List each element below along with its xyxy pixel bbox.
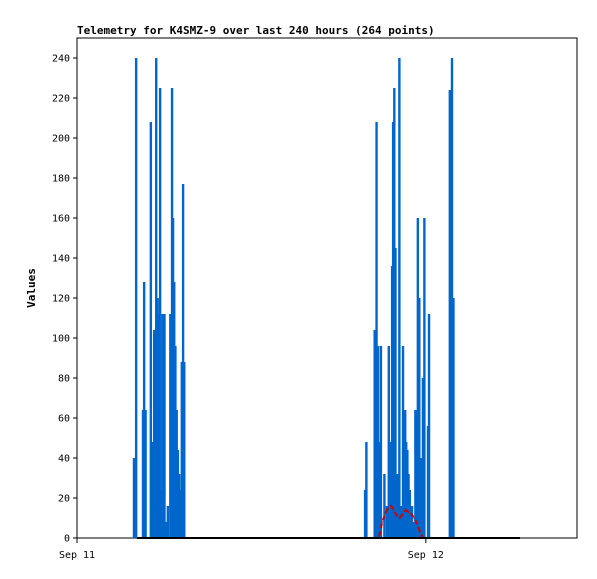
y-tick-label: 60 [58,414,70,425]
line-series [378,504,424,539]
bar [418,298,421,538]
bar [152,330,156,538]
x-axis: Sep 11 Sep 12 [59,538,444,561]
y-tick-label: 200 [52,134,70,145]
line-point [381,521,384,523]
y-tick-label: 0 [64,534,70,545]
line-point [416,523,418,525]
line-point [395,515,398,517]
bar [415,410,418,538]
bar [179,490,182,538]
y-tick-label: 180 [52,174,70,185]
bar [166,506,170,538]
y-tick-label: 40 [58,454,70,465]
bar [400,506,403,538]
y-tick-label: 100 [52,334,70,345]
line-point [419,531,421,533]
line-point [398,517,401,519]
line-point [378,535,381,537]
line-point [404,509,407,511]
y-axis-title: Values [25,268,38,308]
bar [378,442,381,538]
bar [398,58,401,538]
y-tick-label: 140 [52,254,70,265]
bar [174,346,177,538]
bar [365,442,368,538]
bar [183,362,186,538]
bar [408,490,412,538]
bar [427,314,431,538]
bar [176,450,180,538]
bar [132,458,136,538]
bar [394,248,397,538]
bar [155,58,158,538]
y-axis: 0 20 40 60 80 100 120 140 160 180 200 220 240 [52,54,77,545]
dashed-line [378,504,424,539]
bar [452,298,455,538]
bar [379,346,383,538]
bar [158,88,162,538]
bar [142,282,146,538]
bar [151,442,155,538]
bar [373,330,376,538]
bar [416,218,420,538]
line-point [401,513,404,515]
bar [363,490,367,538]
bar [375,122,378,538]
bar [180,362,183,538]
bar [376,346,380,538]
bar-series [132,58,455,538]
bar [161,314,164,538]
line-point [393,509,395,511]
bar [423,218,426,538]
bar [157,314,161,538]
chart-title: Telemetry for K4SMZ-9 over last 240 hour… [77,24,435,37]
bar [385,506,389,538]
y-tick-label: 20 [58,494,70,505]
y-tick-label: 120 [52,294,70,305]
bar [396,474,399,538]
line-point [413,517,416,519]
bar [165,522,168,538]
bar [134,58,138,538]
y-tick-label: 160 [52,214,70,225]
y-tick-label: 240 [52,54,70,65]
bar [419,458,422,538]
bar [169,314,172,538]
line-point [387,507,389,509]
bar [383,474,386,538]
bar [181,184,185,538]
line-point [384,513,386,515]
x-tick-label: Sep 12 [408,550,444,561]
line-point [390,505,392,507]
bar [387,346,390,538]
x-tick-label: Sep 11 [59,550,95,561]
y-tick-label: 80 [58,374,70,385]
line-point [407,511,410,513]
y-tick-label: 220 [52,94,70,105]
bar [149,122,153,538]
bar [448,90,452,538]
bar [407,474,410,538]
line-point [410,513,413,515]
bar [410,506,414,538]
bar [421,378,425,538]
bar [144,410,147,538]
bar [450,58,454,538]
bar [163,314,166,538]
